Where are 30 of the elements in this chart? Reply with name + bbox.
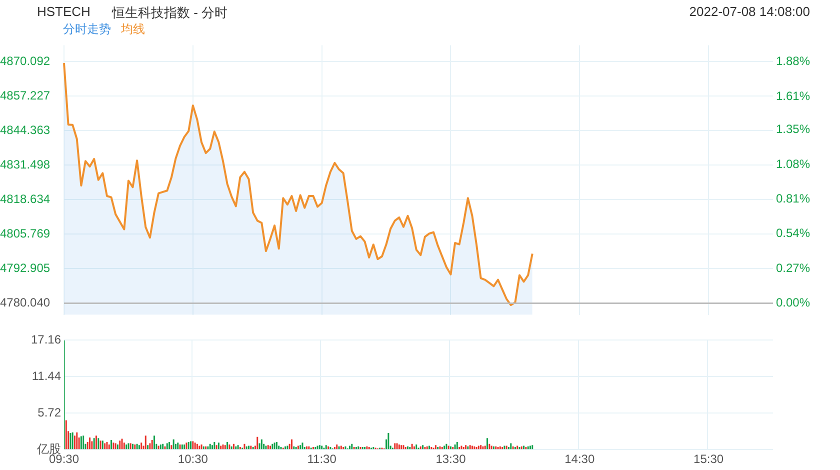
y-tick-label: 4818.634 xyxy=(0,192,50,206)
y2-tick-label: 1.61% xyxy=(776,88,810,103)
x-tick-label: 13:30 xyxy=(436,452,466,466)
y-tick-label: 5.72 xyxy=(38,405,62,420)
text: 分时走势 xyxy=(63,22,111,36)
y2-tick-label: 0.81% xyxy=(776,192,810,206)
x-tick-label: 14:30 xyxy=(564,452,595,466)
y2-tick-label: 0.27% xyxy=(776,260,810,275)
text: 均线 xyxy=(121,22,145,36)
chart-title: 恒生科技指数 - 分时 xyxy=(112,4,228,22)
y-tick-label: 11.44 xyxy=(32,368,62,383)
y2-tick-label: 0.54% xyxy=(776,226,810,240)
y-tick-label: 4857.227 xyxy=(0,88,50,102)
y2-tick-label: 1.88% xyxy=(776,54,810,68)
y-tick-label: 4831.498 xyxy=(0,157,50,172)
y-tick-label: 4805.769 xyxy=(0,226,50,241)
y-tick-label: 亿股 xyxy=(36,442,61,456)
x-tick-label: 10:30 xyxy=(178,452,208,466)
x-tick-label: 15:30 xyxy=(694,452,724,466)
y-tick-label: 4780.040 xyxy=(0,296,50,310)
text: 2022-07-08 14:08:00 xyxy=(689,4,810,19)
y2-tick-label: 1.08% xyxy=(776,156,810,171)
y2-tick-label: 0.00% xyxy=(776,296,810,310)
chart-subtitle: HSTECH xyxy=(37,4,90,19)
y-tick-label: 4792.905 xyxy=(0,261,50,276)
x-tick-label: 11:30 xyxy=(307,452,337,466)
y-tick-label: 4844.363 xyxy=(0,122,50,137)
y2-tick-label: 1.35% xyxy=(776,122,810,136)
y-tick-label: 17.16 xyxy=(30,332,62,347)
y-tick-label: 4870.092 xyxy=(0,54,50,68)
